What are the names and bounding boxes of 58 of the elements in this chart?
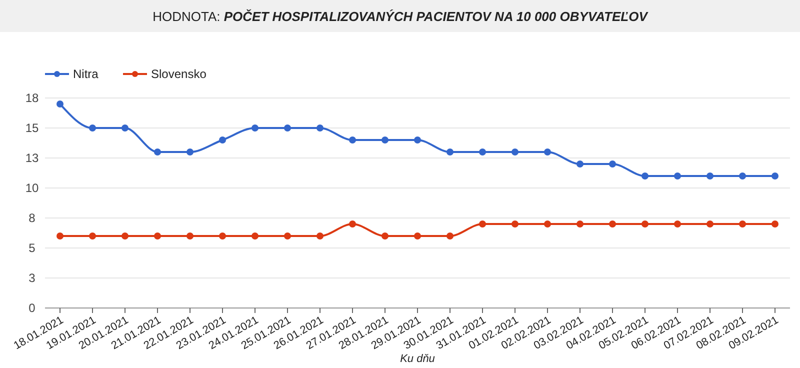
point bbox=[316, 232, 324, 240]
point bbox=[609, 220, 616, 228]
point bbox=[414, 136, 421, 144]
y-tick-label: 15 bbox=[25, 121, 39, 135]
legend-label: Slovensko bbox=[151, 67, 207, 81]
point bbox=[706, 220, 714, 228]
point bbox=[446, 148, 454, 156]
point bbox=[219, 232, 226, 240]
point bbox=[642, 172, 648, 180]
point bbox=[316, 124, 324, 132]
legend-label: Nitra bbox=[73, 67, 99, 81]
point bbox=[219, 136, 226, 144]
point bbox=[739, 172, 746, 180]
point bbox=[609, 160, 616, 168]
point bbox=[772, 220, 778, 228]
point bbox=[674, 220, 681, 228]
point bbox=[284, 124, 291, 132]
point bbox=[186, 148, 194, 156]
x-axis-title: Ku dňu bbox=[400, 353, 435, 365]
point bbox=[576, 160, 584, 168]
y-tick-label: 18 bbox=[25, 91, 39, 105]
point bbox=[252, 232, 258, 240]
point bbox=[382, 136, 388, 144]
y-tick-label: 3 bbox=[28, 271, 36, 285]
point bbox=[186, 232, 194, 240]
y-tick-label: 13 bbox=[25, 151, 39, 165]
point bbox=[89, 232, 96, 240]
point bbox=[479, 220, 486, 228]
point bbox=[349, 220, 356, 228]
point bbox=[479, 148, 486, 156]
point bbox=[349, 136, 356, 144]
point bbox=[576, 220, 584, 228]
y-tick-label: 10 bbox=[25, 181, 39, 195]
point bbox=[706, 172, 714, 180]
point bbox=[56, 232, 64, 240]
point bbox=[544, 220, 551, 228]
point bbox=[89, 124, 96, 132]
point bbox=[642, 220, 648, 228]
y-tick-label: 5 bbox=[28, 241, 36, 255]
point bbox=[512, 220, 518, 228]
point bbox=[739, 220, 746, 228]
point bbox=[252, 124, 258, 132]
point bbox=[512, 148, 518, 156]
y-tick-label: 0 bbox=[28, 301, 36, 315]
point bbox=[122, 232, 128, 240]
point bbox=[772, 172, 778, 180]
y-tick-label: 8 bbox=[28, 211, 36, 225]
point bbox=[674, 172, 681, 180]
point bbox=[414, 232, 421, 240]
point bbox=[446, 232, 454, 240]
point bbox=[284, 232, 291, 240]
point bbox=[56, 100, 64, 108]
point bbox=[154, 232, 161, 240]
point bbox=[154, 148, 161, 156]
point bbox=[544, 148, 551, 156]
chart-title: HODNOTA: POČET HOSPITALIZOVANÝCH PACIENTOV NA 10 000 OBYVATEĽOV bbox=[152, 9, 649, 24]
point bbox=[382, 232, 388, 240]
point bbox=[122, 124, 128, 132]
